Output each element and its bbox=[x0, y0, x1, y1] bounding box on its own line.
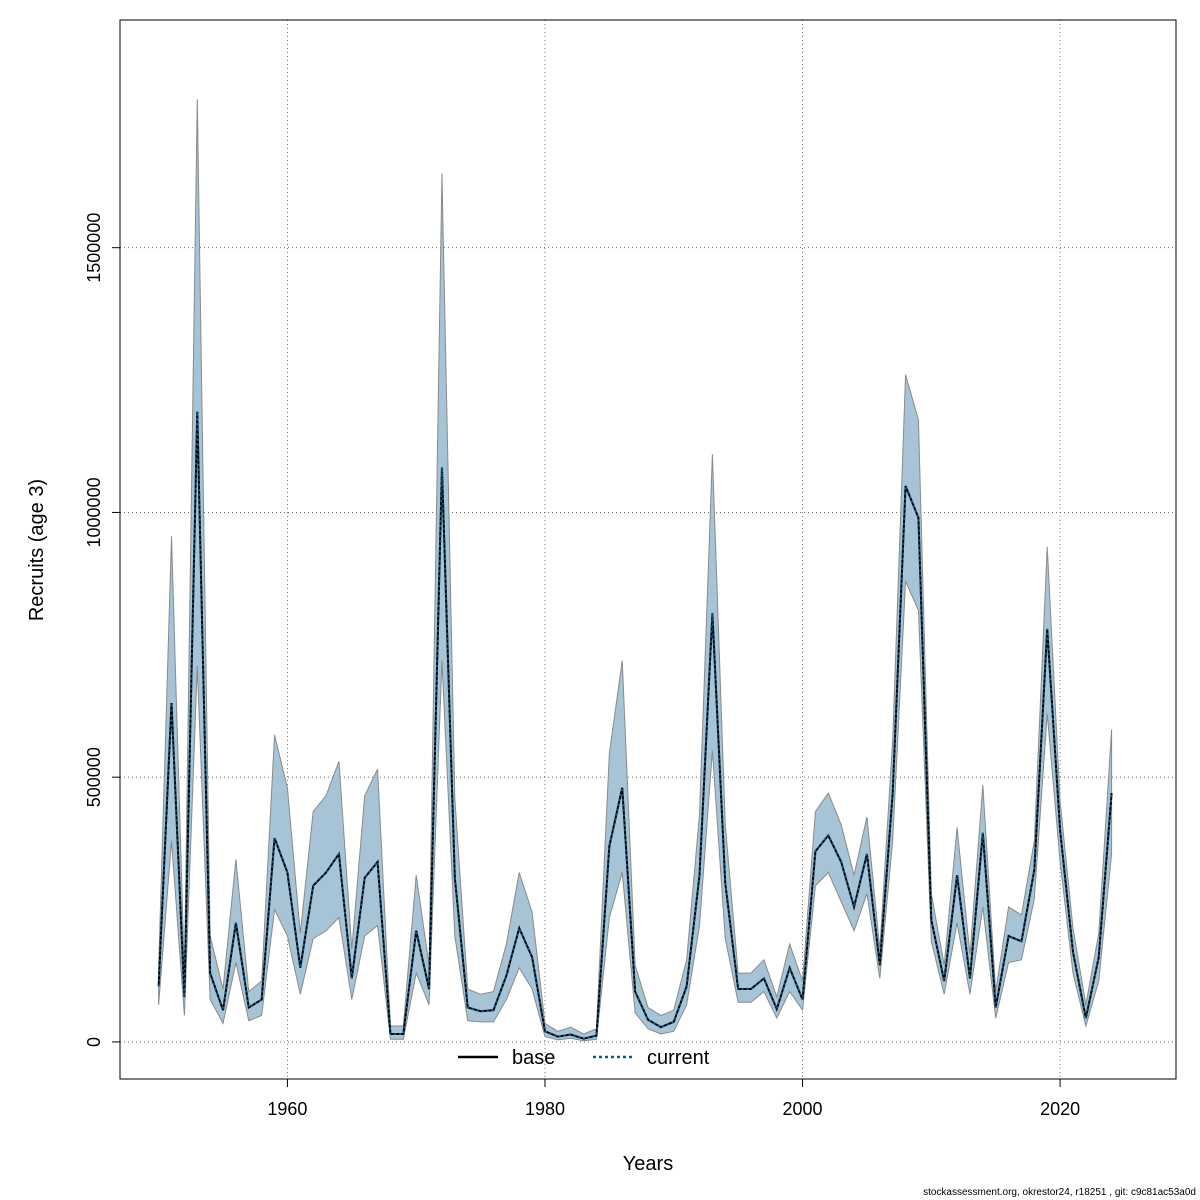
y-axis-title: Recruits (age 3) bbox=[26, 479, 48, 621]
y-tick-label: 500000 bbox=[84, 747, 104, 807]
y-tick-label: 0 bbox=[84, 1037, 104, 1047]
x-tick-label: 2020 bbox=[1040, 1099, 1080, 1119]
confidence-band bbox=[158, 99, 1113, 1042]
confidence-band-layer bbox=[158, 99, 1113, 1042]
series-lines-layer bbox=[157, 411, 1113, 1040]
y-tick-label: 1500000 bbox=[84, 213, 104, 283]
x-tick-label: 2000 bbox=[783, 1099, 823, 1119]
series-line-current bbox=[157, 411, 1113, 1040]
legend: base current bbox=[458, 1047, 710, 1069]
grid-lines bbox=[120, 20, 1176, 1079]
plot-frame bbox=[119, 19, 1177, 1080]
y-tick-label: 1000000 bbox=[84, 477, 104, 547]
legend-label-base: base bbox=[512, 1047, 555, 1069]
x-axis-title: Years bbox=[623, 1153, 673, 1175]
legend-label-current: current bbox=[647, 1047, 710, 1069]
axes: 1960 1980 2000 2020 0 500000 1000000 1500000 bbox=[84, 213, 1080, 1119]
x-tick-label: 1960 bbox=[267, 1099, 307, 1119]
footer-note: stockassessment.org, okrestor24, r18251 … bbox=[923, 1187, 1196, 1198]
x-tick-label: 1980 bbox=[525, 1099, 565, 1119]
